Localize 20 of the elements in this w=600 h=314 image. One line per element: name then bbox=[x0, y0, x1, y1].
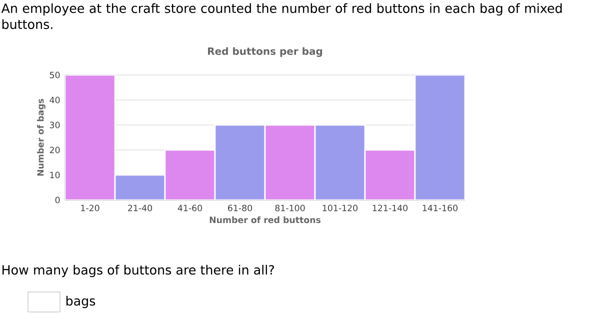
text: bags bbox=[66, 296, 96, 308]
y-tick-label: 10 bbox=[50, 172, 60, 178]
y-tick-label: 30 bbox=[50, 122, 60, 128]
x-tick-label: 1-20 bbox=[81, 204, 100, 212]
x-tick-label: 101-120 bbox=[322, 204, 358, 212]
chart-title: Red buttons per bag bbox=[208, 47, 322, 57]
x-tick-label: 61-80 bbox=[228, 204, 252, 212]
x-tick-label: 81-100 bbox=[275, 204, 305, 212]
x-tick-label: 141-160 bbox=[422, 204, 458, 212]
text: How many bags of buttons are there in all? bbox=[2, 264, 274, 278]
x-axis-title: Number of red buttons bbox=[210, 216, 321, 224]
x-tick-label: 41-60 bbox=[178, 204, 202, 212]
y-tick-label: 20 bbox=[50, 146, 60, 154]
y-tick-label: 0 bbox=[55, 196, 60, 204]
y-axis-title: Number of bags bbox=[36, 98, 46, 176]
text: An employee at the craft store counted the number of red buttons in each bag of mixed buttons. bbox=[1, 3, 562, 30]
x-tick-label: 21-40 bbox=[128, 204, 152, 212]
y-tick-label: 50 bbox=[50, 72, 60, 78]
x-tick-label: 121-140 bbox=[372, 204, 408, 212]
y-tick-label: 40 bbox=[50, 96, 60, 104]
